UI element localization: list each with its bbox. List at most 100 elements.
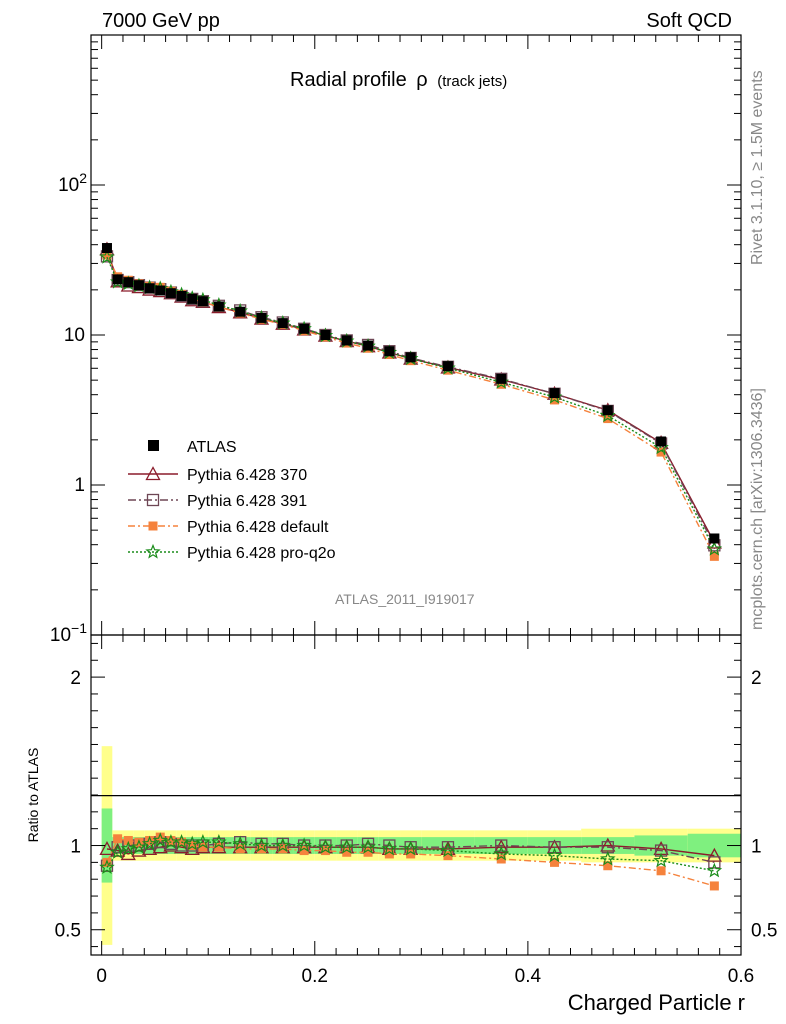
ratio-band-inner-0 [101,808,113,883]
data-point-13 [277,318,288,329]
ratio-3-point-5 [152,832,169,848]
x-tick-label-3: 0.6 [728,966,754,987]
ratio-2-point-2 [123,835,133,845]
data-point-10 [213,301,224,312]
y-tick-label-3: 102 [58,170,87,196]
data-point-9 [197,296,208,307]
ratio-3-point-9 [195,834,211,849]
ratio-3-point-13 [275,837,291,853]
data-point-7 [176,290,187,301]
data-point-21 [496,373,507,384]
data-point-2 [123,277,134,288]
ratio-band-inner-25 [687,833,741,858]
ratio-1-point-21 [495,839,508,852]
ratio-tick-label-left-0: 0.5 [55,921,81,942]
series-2-point-24 [656,447,666,457]
series-2-point-0 [102,250,112,260]
chart-title-sub: (track jets) [437,73,507,90]
y-tick-label-2: 10 [64,325,85,346]
x-axis: 0 0.2 0.4 0.6 [96,635,754,987]
ratio-3-point-11 [232,835,248,851]
ratio-2-point-6 [166,835,176,845]
data-point-1 [112,274,123,285]
x-tick-label-2: 0.4 [515,966,542,987]
data-point-11 [235,306,246,317]
legend-marker-0 [145,466,161,481]
ratio-3-point-16 [338,839,355,854]
legend-label-atlas: ATLAS [187,439,237,456]
x-tick-label-1: 0.2 [302,966,328,987]
ratio-y-axis: 0.5 0.5 1 1 2 2 [55,642,777,948]
legend-label-1: Pythia 6.428 391 [187,493,307,510]
ratio-3-point-21 [493,845,510,861]
ratio-3-point-1 [109,844,126,859]
data-point-6 [165,288,176,299]
ratio-2-point-23 [603,861,613,871]
ratio-2-point-24 [656,866,666,876]
ratio-band-inner-5 [154,837,166,854]
y-tick-label-1: 1 [74,475,85,496]
y-tick-label-0: 10−1 [50,620,87,646]
ratio-ylabel: Ratio to ATLAS [25,748,41,843]
ratio-3-point-2 [120,840,137,856]
ratio-1-point-22 [548,841,561,854]
ratio-2-point-16 [342,847,352,857]
ratio-2-point-9 [198,842,208,852]
mcplots-label: mcplots.cern.ch [arXiv:1306.3436] [749,388,766,630]
ratio-2-point-10 [214,842,224,852]
ratio-3-point-20 [440,842,456,858]
x-axis-label: Charged Particle r [568,990,745,1015]
ratio-tick-label-right-0: 0.5 [751,921,777,942]
legend-marker-2 [148,521,158,531]
ratio-2-point-21 [496,854,506,864]
legend-label-2: Pythia 6.428 default [187,519,329,536]
data-point-4 [144,283,155,294]
ratio-panel: 0.5 0.5 1 1 2 2 0 0.2 0.4 0.6 Ratio to ATLAS [25,634,777,987]
ratio-2-point-8 [187,841,197,851]
category-label: Soft QCD [646,10,732,32]
data-point-3 [133,280,144,291]
ratio-3-point-14 [296,837,312,853]
ratio-2-point-20 [443,851,453,861]
ratio-3-point-24 [653,852,669,868]
ratio-0-point-21 [493,839,509,854]
data-point-25 [709,533,720,544]
ratio-1-point-24 [654,844,668,857]
ratio-3-point-0 [99,859,115,875]
legend-marker-1 [146,493,160,507]
ratio-tick-label-right-2: 2 [751,668,762,689]
ratio-band-inner-4 [144,837,155,854]
ratio-tick-label-left-1: 1 [70,837,81,858]
data-point-15 [320,330,331,340]
series-2-point-21 [496,379,506,389]
main-y-minor-ticks [91,41,741,591]
data-point-24 [656,436,667,447]
ratio-3-point-15 [317,839,334,854]
ratio-2-point-11 [235,844,245,854]
data-point-12 [256,312,267,323]
ratio-3-point-10 [211,834,227,849]
ratio-2-point-22 [550,857,560,867]
ratio-line-3 [106,839,715,872]
main-series-layer [99,241,723,561]
series-3-point-0 [99,248,115,264]
chart-title-symbol: ρ [416,69,427,91]
ratio-3-point-12 [253,837,270,853]
legend-marker-3 [145,543,161,559]
data-point-22 [549,388,560,399]
ratio-0-point-25 [706,847,722,862]
series-3-point-25 [706,540,723,556]
ratio-0-point-5 [152,839,168,854]
ratio-3-point-19 [402,840,419,856]
data-point-18 [384,346,395,357]
rivet-label: Rivet 3.1.10, ≥ 1.5M events [749,70,766,265]
data-points-layer [101,243,720,544]
data-point-17 [363,340,374,351]
ratio-2-point-25 [709,881,719,891]
main-x-ticks [101,35,742,635]
analysis-watermark: ATLAS_2011_I919017 [335,591,475,607]
ratio-3-point-25 [706,862,723,878]
data-point-0 [101,243,112,254]
data-point-8 [187,293,198,304]
